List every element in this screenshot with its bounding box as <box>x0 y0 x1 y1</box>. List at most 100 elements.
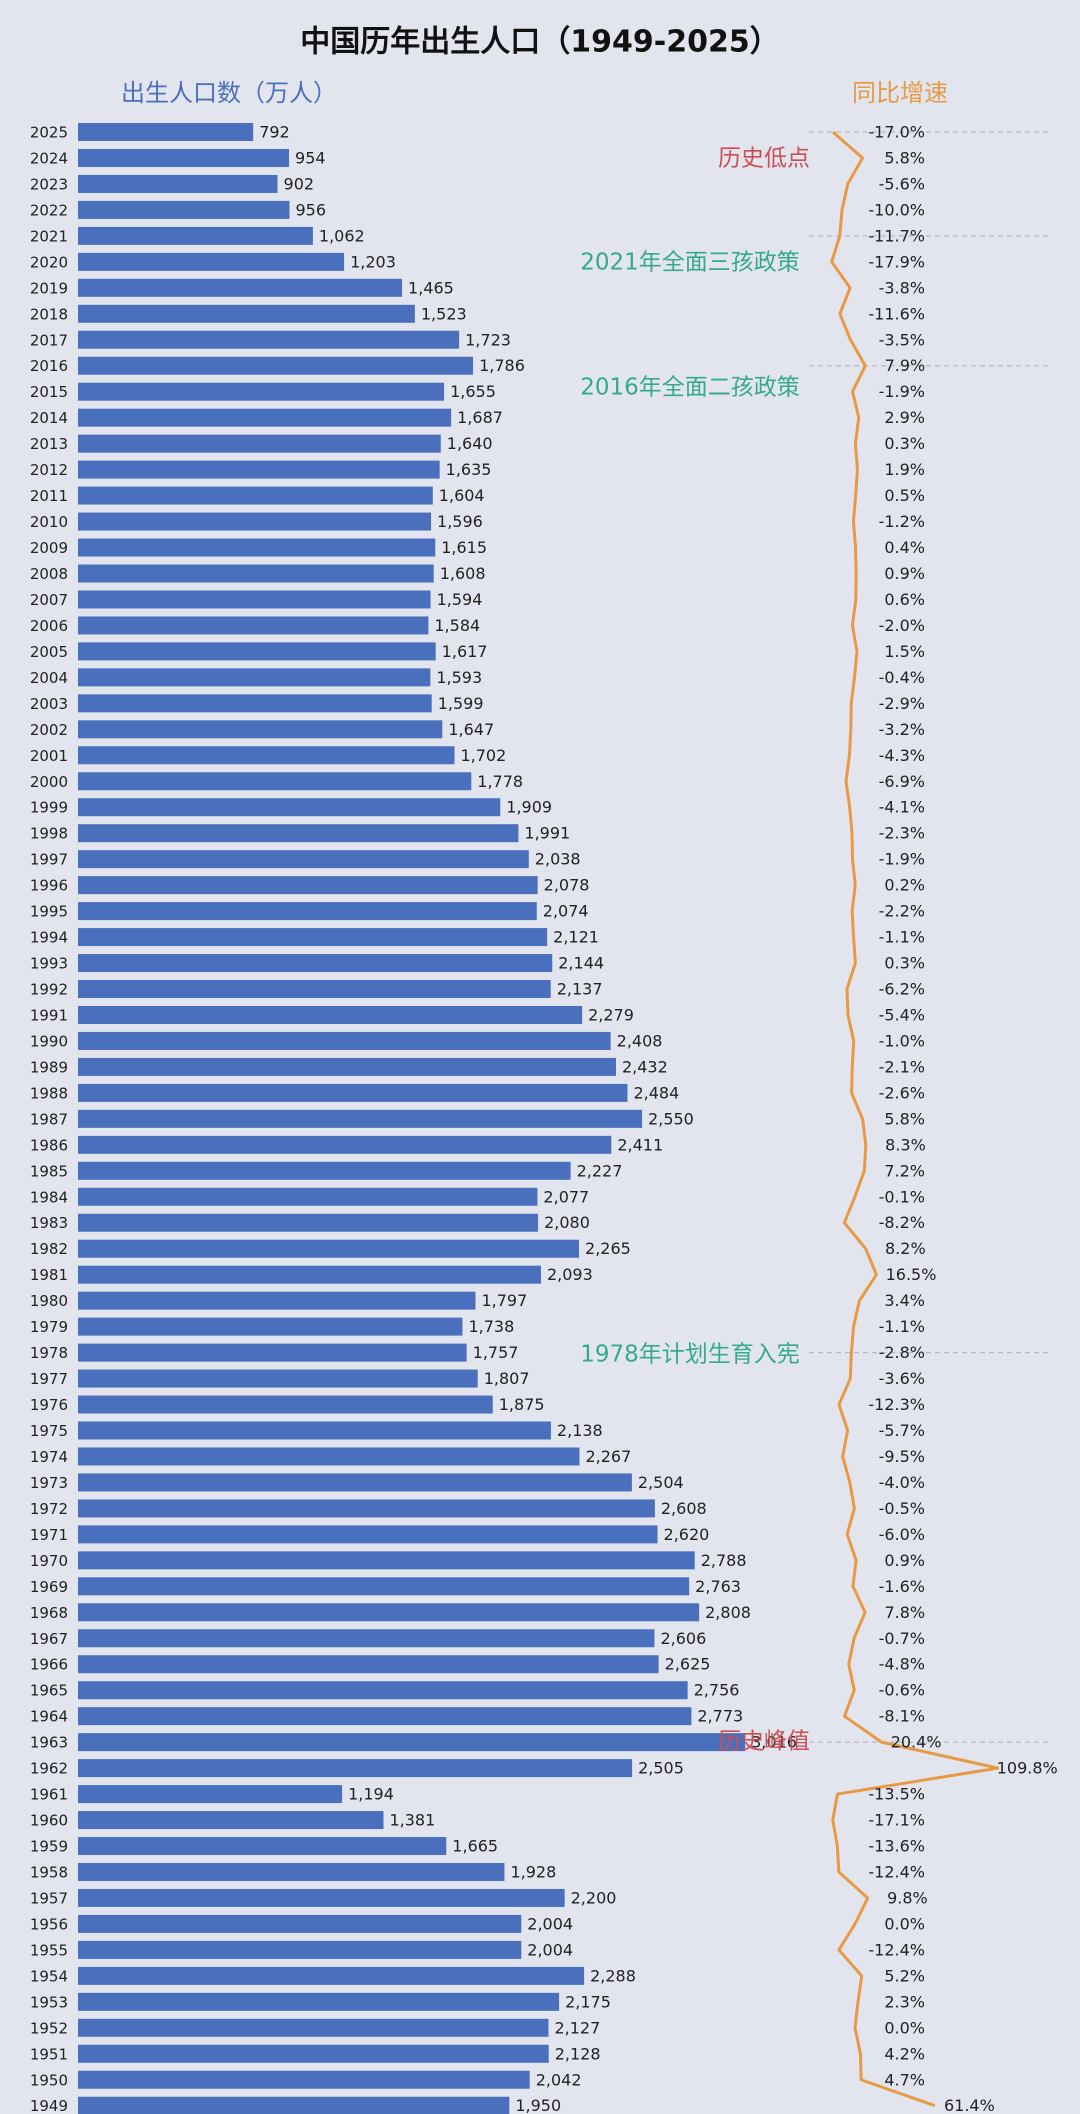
y-tick-label: 2002 <box>30 721 68 739</box>
y-tick-label: 1955 <box>30 1941 68 1959</box>
growth-value-label: 5.8% <box>884 148 925 167</box>
bar-value-label: 2,200 <box>571 1888 617 1907</box>
y-tick-label: 2017 <box>30 331 68 349</box>
bar <box>78 486 433 505</box>
y-tick-label: 1977 <box>30 1370 68 1388</box>
bar <box>78 123 254 141</box>
bar-value-label: 2,004 <box>527 1940 573 1959</box>
growth-value-label: 7.8% <box>884 1603 925 1622</box>
bar <box>78 1317 463 1336</box>
bar <box>78 1940 522 1959</box>
bar <box>78 850 529 869</box>
growth-value-label: 4.2% <box>884 2044 925 2063</box>
growth-value-label: 0.0% <box>884 1914 925 1933</box>
bar <box>78 1551 695 1570</box>
y-tick-label: 1966 <box>30 1656 68 1674</box>
y-tick-label: 1950 <box>30 2071 68 2089</box>
bar <box>78 928 548 947</box>
y-tick-label: 2020 <box>30 253 68 271</box>
bar-value-label: 1,584 <box>434 616 480 635</box>
bar-value-label: 2,080 <box>544 1213 590 1232</box>
bar-value-label: 2,763 <box>695 1577 741 1596</box>
y-tick-label: 1963 <box>30 1734 68 1752</box>
y-tick-label: 2009 <box>30 539 68 557</box>
y-tick-label: 1968 <box>30 1604 68 1622</box>
growth-value-label: 0.5% <box>884 486 925 505</box>
bar <box>78 1239 580 1258</box>
y-tick-label: 2006 <box>30 617 68 635</box>
bar-value-label: 2,808 <box>705 1603 751 1622</box>
y-tick-label: 1959 <box>30 1838 68 1856</box>
bar-value-label: 2,408 <box>617 1031 663 1050</box>
bar-value-label: 2,773 <box>697 1707 743 1726</box>
y-tick-label: 2012 <box>30 461 68 479</box>
growth-value-label: -0.5% <box>879 1499 925 1518</box>
bar-value-label: 2,093 <box>547 1265 593 1284</box>
y-tick-label: 1970 <box>30 1552 68 1570</box>
growth-value-label: -8.2% <box>879 1213 925 1232</box>
bar-value-label: 2,077 <box>543 1187 589 1206</box>
y-tick-label: 1975 <box>30 1422 68 1440</box>
bar-value-label: 2,138 <box>557 1421 603 1440</box>
growth-value-label: -2.6% <box>879 1083 925 1102</box>
bar <box>78 1811 384 1830</box>
growth-value-label: -12.3% <box>868 1395 925 1414</box>
bar-value-label: 1,640 <box>447 434 493 453</box>
y-tick-label: 1974 <box>30 1448 68 1466</box>
bar-value-label: 1,991 <box>524 824 570 843</box>
bar-value-label: 1,465 <box>408 278 454 297</box>
y-tick-label: 1949 <box>30 2097 68 2114</box>
bar-value-label: 1,687 <box>457 408 503 427</box>
y-tick-label: 2001 <box>30 747 68 765</box>
bar-value-label: 2,288 <box>590 1966 636 1985</box>
bar <box>78 1265 541 1284</box>
bar-value-label: 1,635 <box>446 460 492 479</box>
annotation: 2016年全面二孩政策 <box>580 375 800 401</box>
bar <box>78 954 553 973</box>
bar-value-label: 2,121 <box>553 928 599 947</box>
bar-value-label: 2,504 <box>638 1473 684 1492</box>
growth-value-label: 3.4% <box>884 1291 925 1310</box>
bar <box>78 1577 690 1596</box>
bar-value-label: 1,615 <box>441 538 487 557</box>
bar <box>78 330 460 349</box>
y-tick-label: 1994 <box>30 929 68 947</box>
y-tick-label: 1985 <box>30 1162 68 1180</box>
growth-value-label: -6.0% <box>879 1525 925 1544</box>
growth-value-label: 16.5% <box>886 1265 937 1284</box>
bar <box>78 668 431 687</box>
growth-value-label: -10.0% <box>868 200 925 219</box>
y-tick-label: 1954 <box>30 1967 68 1985</box>
bar-value-label: 1,062 <box>319 226 365 245</box>
bar-value-label: 2,505 <box>638 1759 684 1778</box>
growth-value-label: -13.5% <box>868 1785 925 1804</box>
bar <box>78 642 436 661</box>
bar <box>78 824 519 843</box>
growth-value-label: 0.9% <box>884 1551 925 1570</box>
bar <box>78 304 415 323</box>
bar-value-label: 1,928 <box>510 1862 556 1881</box>
growth-value-label: 5.8% <box>884 1109 925 1128</box>
bar-value-label: 2,756 <box>694 1681 740 1700</box>
growth-value-label: 0.0% <box>884 2018 925 2037</box>
bar-value-label: 2,042 <box>536 2070 582 2089</box>
bar <box>78 2044 549 2063</box>
y-tick-label: 1979 <box>30 1318 68 1336</box>
growth-value-label: -1.0% <box>879 1031 925 1050</box>
y-tick-label: 1962 <box>30 1760 68 1778</box>
bar <box>78 720 443 739</box>
growth-value-label: -3.8% <box>879 278 925 297</box>
bar-value-label: 1,594 <box>437 590 483 609</box>
growth-value-label: -1.9% <box>879 382 925 401</box>
bar <box>78 1966 585 1985</box>
bar <box>78 1862 505 1881</box>
bar <box>78 1499 655 1518</box>
bar-value-label: 2,004 <box>527 1914 573 1933</box>
bar <box>78 2018 549 2037</box>
bar <box>78 1603 700 1622</box>
bar <box>78 2070 530 2089</box>
y-tick-label: 1998 <box>30 825 68 843</box>
bar <box>78 1785 343 1804</box>
growth-value-label: 0.3% <box>884 434 925 453</box>
